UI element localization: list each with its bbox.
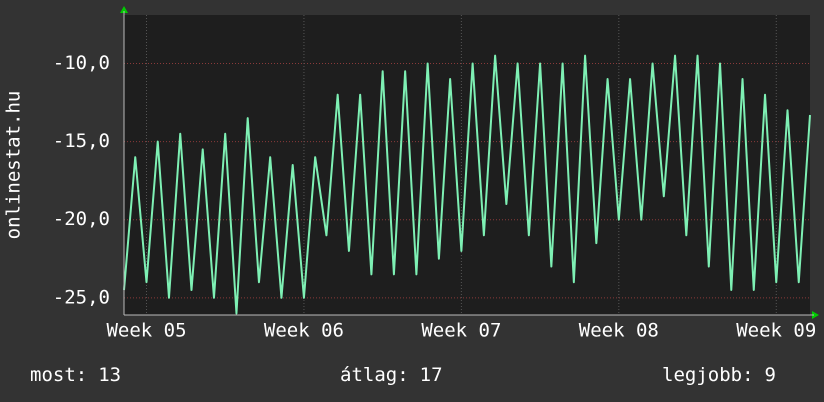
- y-tick-label: -25,0: [53, 286, 110, 308]
- y-tick-label: -20,0: [53, 208, 110, 230]
- stat-name: átlag:: [340, 364, 409, 386]
- x-tick-label: Week 05: [106, 320, 186, 342]
- axis-arrow: [812, 311, 819, 319]
- axis-arrow: [120, 6, 128, 13]
- y-tick-label: -10,0: [53, 52, 110, 74]
- x-tick-label: Week 08: [579, 320, 659, 342]
- x-tick-label: Week 06: [264, 320, 344, 342]
- y-tick-label: -15,0: [53, 130, 110, 152]
- stat-name: most:: [30, 364, 87, 386]
- data-line: [123, 54, 811, 315]
- stat: most: 13: [30, 364, 121, 386]
- x-tick-label: Week 07: [421, 320, 501, 342]
- stat-value: 17: [420, 364, 443, 386]
- stat-name: legjobb:: [662, 364, 754, 386]
- stat-value: 9: [765, 364, 776, 386]
- stat: átlag: 17: [340, 364, 443, 386]
- stat-value: 13: [98, 364, 121, 386]
- y-axis-label: onlinestat.hu: [3, 91, 25, 240]
- stat: legjobb: 9: [662, 364, 776, 386]
- x-tick-label: Week 09: [736, 320, 816, 342]
